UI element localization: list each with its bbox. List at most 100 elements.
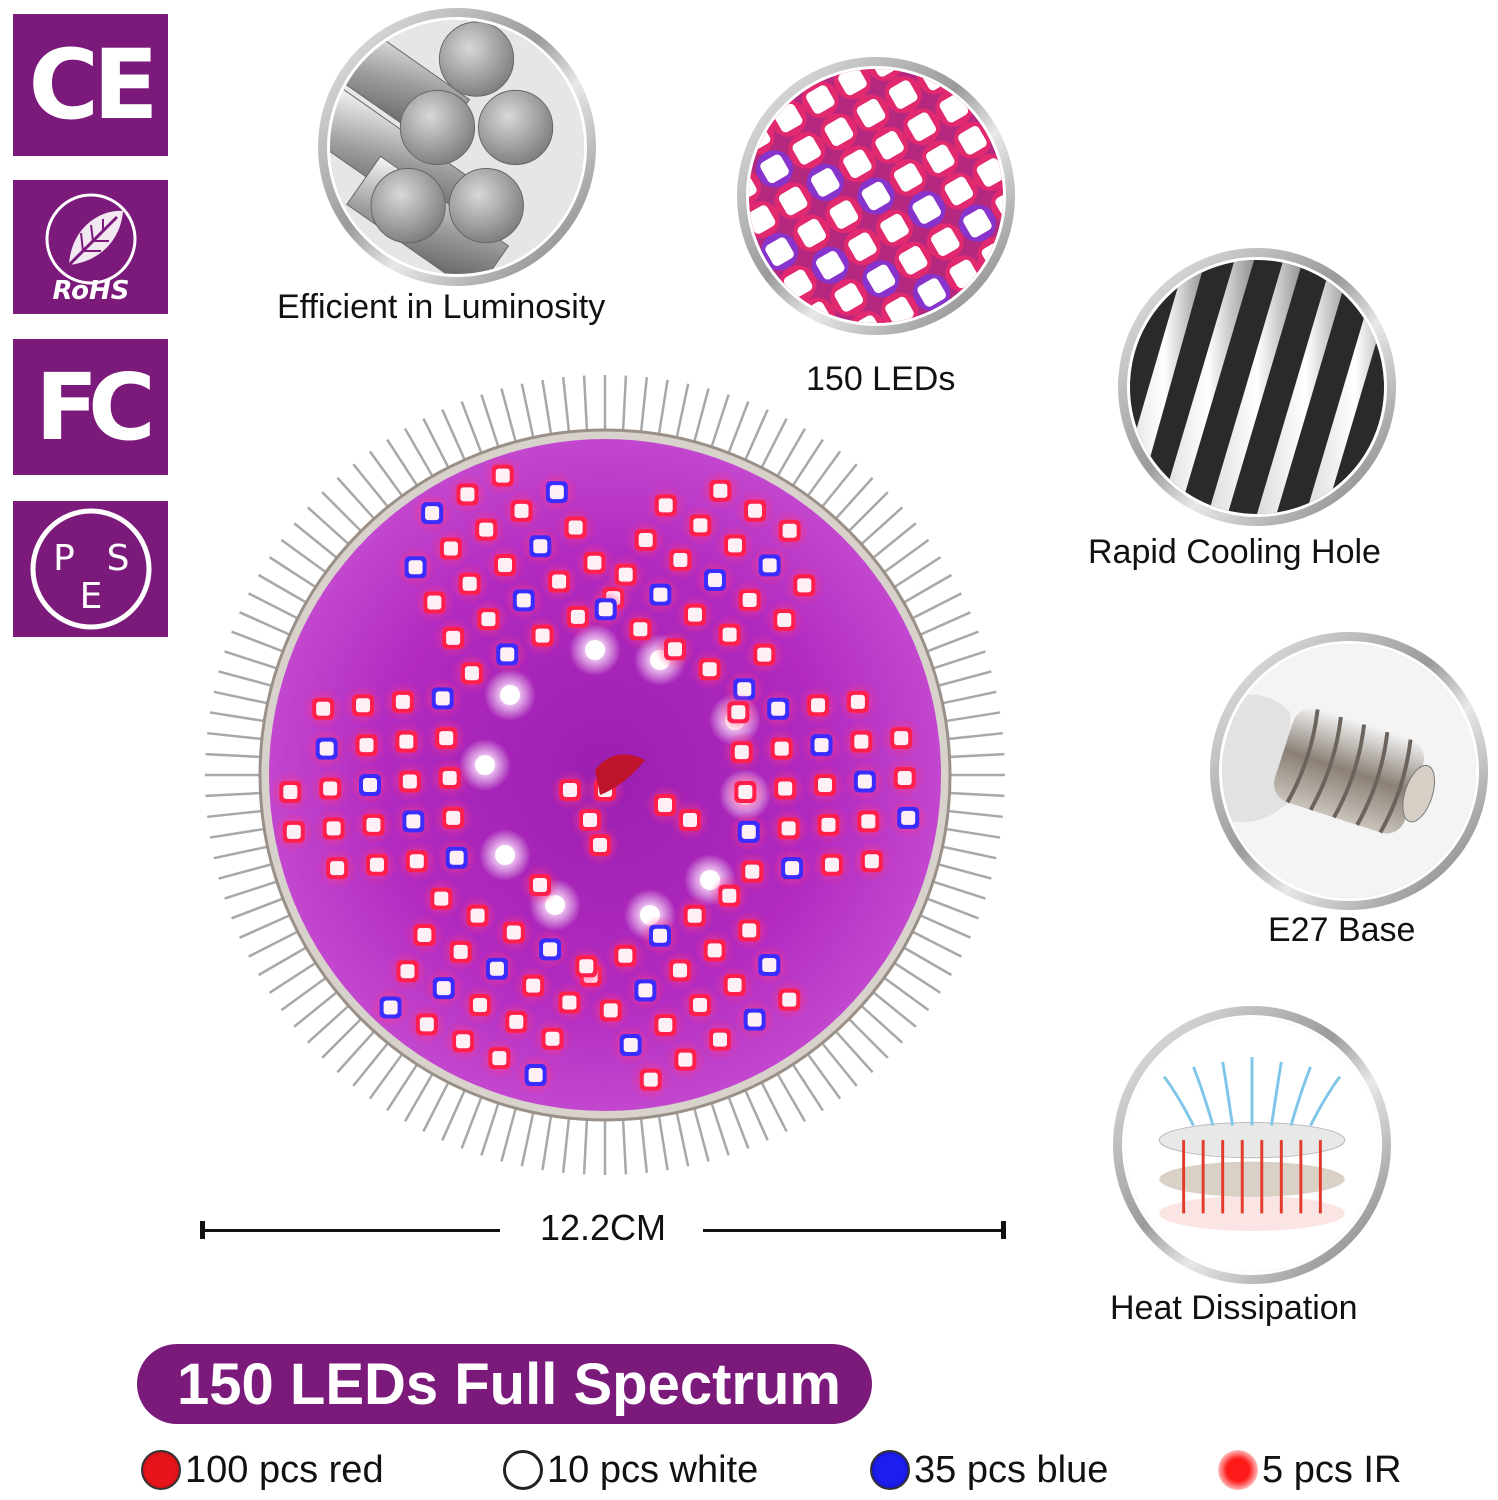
red-led (718, 692, 759, 733)
red-led (429, 758, 470, 799)
red-led (837, 681, 878, 722)
blue-led (520, 526, 561, 567)
legend-label: 35 pcs blue (914, 1448, 1109, 1491)
red-led (273, 811, 314, 852)
red-led (421, 878, 462, 919)
cooling-fin (460, 1091, 485, 1149)
cooling-fin (293, 987, 342, 1028)
cooling-fin (868, 987, 917, 1028)
blue-led (811, 246, 849, 284)
cooling-fin (758, 1077, 788, 1132)
red-led (501, 490, 542, 531)
heatsink-fins-icon (1130, 260, 1384, 514)
cooling-fin (789, 1059, 824, 1112)
cooling-fin (268, 959, 321, 994)
blue-led (536, 472, 577, 513)
red-led (788, 131, 826, 169)
red-led (387, 951, 428, 992)
luminosity-caption: Efficient in Luminosity (277, 288, 606, 326)
cooling-fin (248, 592, 303, 622)
cooling-fin (480, 394, 502, 453)
cooling-fin (898, 573, 953, 607)
blue-led (862, 260, 900, 298)
cooling-fin (205, 752, 266, 759)
cooling-fin (582, 375, 589, 436)
red-led (270, 771, 311, 812)
cooling-fin (639, 1113, 649, 1173)
red-led (346, 725, 387, 766)
red-led (871, 126, 909, 164)
red-led (700, 470, 741, 511)
cooling-fin (879, 973, 930, 1012)
cooling-fin (352, 1038, 393, 1087)
red-led (825, 196, 863, 234)
white-led (484, 669, 536, 721)
cooling-fin (520, 383, 536, 443)
ir-dot-icon (1218, 1450, 1258, 1490)
pse-diamond-icon: P S E (30, 508, 151, 630)
cooling-fin (937, 844, 997, 860)
red-led (765, 768, 806, 809)
blue-led (640, 915, 680, 956)
cooling-fin (293, 522, 342, 563)
cooling-fin (742, 409, 769, 465)
cooling-fin (758, 418, 788, 473)
blue-led (515, 1055, 556, 1096)
blue-led (436, 837, 477, 878)
base-caption: E27 Base (1268, 911, 1416, 949)
red-led (630, 1059, 671, 1100)
red-led (670, 800, 710, 840)
red-led (689, 649, 730, 690)
cooling-fin (831, 476, 874, 524)
red-led (549, 982, 590, 1023)
red-led (665, 1039, 706, 1080)
rohs-text: RoHS (52, 276, 129, 306)
cooling-caption: Rapid Cooling Hole (1088, 533, 1381, 571)
red-led (808, 804, 849, 845)
blue-led (844, 761, 885, 802)
red-led (749, 200, 780, 239)
red-led (414, 582, 455, 623)
cooling-fin (921, 630, 979, 655)
cooling-fin (656, 1110, 669, 1171)
red-led (894, 241, 932, 279)
cooling-fin (773, 1068, 807, 1123)
cooling-fin (213, 844, 273, 860)
cooling-fin (257, 943, 312, 977)
cooling-fin (306, 506, 354, 549)
red-led (744, 634, 785, 675)
blue-led (503, 580, 544, 621)
cooling-fin (915, 611, 971, 638)
red-led (406, 1004, 447, 1045)
red-led (555, 507, 596, 548)
red-led (729, 910, 770, 951)
base-feature-circle (1210, 632, 1488, 910)
cooling-fin (268, 556, 321, 591)
blue-led (758, 688, 799, 729)
cooling-fin (321, 491, 366, 536)
cooling-fin (940, 711, 1001, 724)
red-led (675, 594, 715, 635)
cooling-fin (691, 388, 710, 447)
cooling-fin (218, 861, 277, 880)
fcc-mark: FC (35, 353, 155, 461)
red-led (496, 1001, 537, 1042)
red-led (353, 804, 394, 845)
cooling-fin (386, 1059, 421, 1112)
e27-socket-icon (1222, 644, 1476, 898)
red-led (532, 1018, 573, 1059)
blue-led (585, 589, 626, 630)
cooling-fin (207, 731, 267, 741)
red-led (793, 214, 831, 252)
red-led (694, 930, 735, 971)
blue-led (734, 999, 775, 1040)
cooling-fin (933, 861, 992, 880)
red-led (884, 76, 922, 114)
cooling-fin (725, 1091, 750, 1149)
red-led (903, 108, 941, 146)
red-led (440, 931, 481, 972)
blue-led (476, 948, 517, 989)
red-led (769, 979, 810, 1020)
fcc-badge: FC (13, 339, 168, 475)
legend-label: 100 pcs red (185, 1448, 384, 1491)
